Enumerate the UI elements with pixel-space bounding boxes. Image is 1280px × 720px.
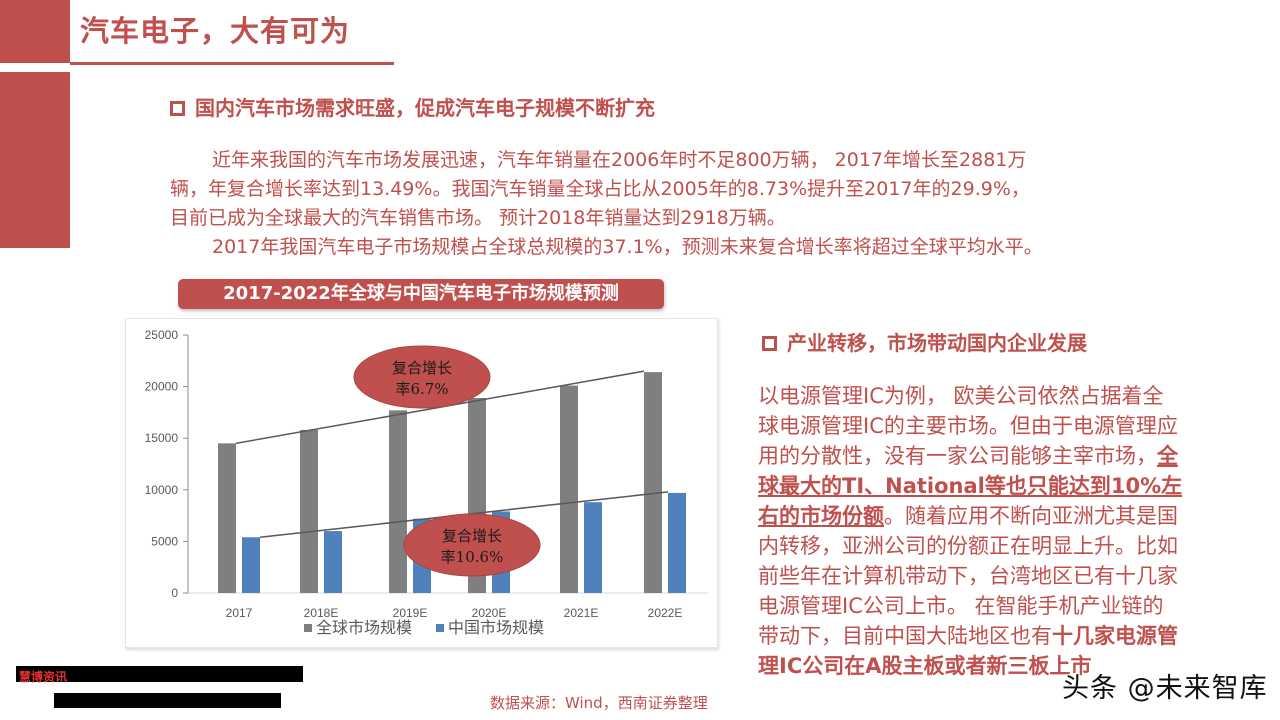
checkbox-square-icon	[762, 336, 777, 351]
body-text: 用的分散性，没有一家公司能够主宰市场，	[758, 444, 1157, 468]
paragraph-line: 球电源管理IC的主要市场。但由于电源管理应	[758, 411, 1248, 441]
bar-china	[668, 492, 686, 593]
bar-china	[324, 531, 342, 593]
cagr-callout-text: 复合增长	[442, 527, 502, 545]
body-text: 以电源管理IC为例， 欧美公司依然占据着全	[758, 384, 1164, 408]
x-tick-label: 2021E	[564, 606, 599, 620]
paragraph-line: 电源管理IC公司上市。 在智能手机产业链的	[758, 591, 1248, 621]
bar-global	[644, 372, 662, 593]
bold-text: 理IC公司在A股主板或者新三板上市	[758, 654, 1092, 678]
section2-paragraph: 以电源管理IC为例， 欧美公司依然占据着全 球电源管理IC的主要市场。但由于电源管…	[758, 381, 1248, 681]
section2-heading: 产业转移，市场带动国内企业发展	[762, 327, 1087, 356]
cagr-callout-text: 率6.7%	[395, 380, 448, 398]
emphasis-text: 全	[1157, 444, 1178, 468]
x-tick-label: 2018E	[304, 606, 339, 620]
body-text: 前些年在计算机带动下，台湾地区已有十几家	[758, 564, 1178, 588]
bar-global	[218, 443, 236, 593]
section2-heading-text: 产业转移，市场带动国内企业发展	[787, 331, 1087, 355]
body-text: 球电源管理IC的主要市场。但由于电源管理应	[758, 414, 1178, 438]
bar-chart: 0 5000 10000 15000 20000 25000 2017 2018E 2019E 2…	[125, 318, 718, 648]
body-text: 。随着应用不断向亚洲尤其是国	[884, 504, 1178, 528]
legend-label: 全球市场规模	[316, 619, 412, 637]
y-tick-label: 25000	[145, 328, 179, 342]
y-tick-label: 10000	[145, 483, 179, 497]
emphasis-text: 右的市场份额	[758, 504, 884, 528]
paragraph-line: 目前已成为全球最大的汽车销售市场。 预计2018年销量达到2918万辆。	[170, 207, 786, 229]
y-tick-label: 20000	[145, 380, 179, 394]
bold-text: 十几家电源管	[1052, 624, 1178, 648]
title-underline	[70, 62, 394, 65]
sidebar-accent-bottom	[0, 72, 70, 248]
x-tick-label: 2019E	[393, 606, 428, 620]
chart-title-banner: 2017-2022年全球与中国汽车电子市场规模预测	[178, 279, 664, 309]
emphasis-text: 球最大的TI、National等也只能达到10%左	[758, 474, 1183, 498]
cagr-callout-text: 复合增长	[392, 359, 452, 377]
redacted-label: 慧博资讯	[19, 670, 68, 684]
legend-swatch	[304, 624, 312, 632]
paragraph-line: 右的市场份额。随着应用不断向亚洲尤其是国	[758, 501, 1248, 531]
bar-global	[560, 385, 578, 593]
paragraph-line: 球最大的TI、National等也只能达到10%左	[758, 471, 1248, 501]
x-tick-label: 2017	[226, 606, 253, 620]
body-text: 内转移，亚洲公司的份额正在明显上升。比如	[758, 534, 1178, 558]
x-tick-label: 2022E	[648, 606, 683, 620]
y-tick-label: 15000	[145, 431, 179, 445]
paragraph-line: 前些年在计算机带动下，台湾地区已有十几家	[758, 561, 1248, 591]
legend-swatch	[436, 624, 444, 632]
chart-canvas: 0 5000 10000 15000 20000 25000 2017 2018E 2019E 2…	[145, 328, 708, 637]
paragraph-line: 带动下，目前中国大陆地区也有十几家电源管	[758, 621, 1248, 651]
body-text: 带动下，目前中国大陆地区也有	[758, 624, 1052, 648]
data-source-note: 数据来源：Wind，西南证券整理	[490, 694, 708, 712]
body-text: 电源管理IC公司上市。 在智能手机产业链的	[758, 594, 1164, 618]
section1-heading-text: 国内汽车市场需求旺盛，促成汽车电子规模不断扩充	[195, 96, 655, 120]
redacted-bar: 慧博资讯	[16, 666, 303, 684]
page-title: 汽车电子，大有可为	[80, 14, 351, 48]
y-tick-label: 0	[171, 586, 178, 600]
paragraph-line: 近年来我国的汽车市场发展迅速，汽车年销量在2006年时不足800万辆， 2017…	[212, 149, 1027, 171]
watermark: 头条 @未来智库	[1062, 673, 1268, 704]
section1-heading: 国内汽车市场需求旺盛，促成汽车电子规模不断扩充	[170, 92, 655, 121]
paragraph-line: 用的分散性，没有一家公司能够主宰市场，全	[758, 441, 1248, 471]
bar-global	[300, 429, 318, 593]
cagr-callout	[353, 345, 491, 409]
cagr-callout-text: 率10.6%	[441, 548, 504, 566]
paragraph-line: 内转移，亚洲公司的份额正在明显上升。比如	[758, 531, 1248, 561]
sidebar-accent-top	[0, 0, 70, 63]
bar-global	[389, 410, 407, 593]
paragraph-line: 2017年我国汽车电子市场规模占全球总规模的37.1%，预测未来复合增长率将超过…	[212, 236, 1043, 258]
section1-paragraph: 近年来我国的汽车市场发展迅速，汽车年销量在2006年时不足800万辆， 2017…	[170, 146, 1260, 262]
x-tick-label: 2020E	[472, 606, 507, 620]
redacted-bar	[54, 693, 281, 708]
legend-label: 中国市场规模	[448, 619, 544, 637]
cagr-callout	[403, 513, 541, 577]
bar-china	[242, 537, 260, 593]
bar-china	[584, 502, 602, 593]
y-tick-label: 5000	[151, 534, 178, 548]
checkbox-square-icon	[170, 101, 185, 116]
paragraph-line: 理IC公司在A股主板或者新三板上市	[758, 651, 1248, 681]
paragraph-line: 辆，年复合增长率达到13.49%。我国汽车销量全球占比从2005年的8.73%提…	[170, 178, 1030, 200]
paragraph-line: 以电源管理IC为例， 欧美公司依然占据着全	[758, 381, 1248, 411]
